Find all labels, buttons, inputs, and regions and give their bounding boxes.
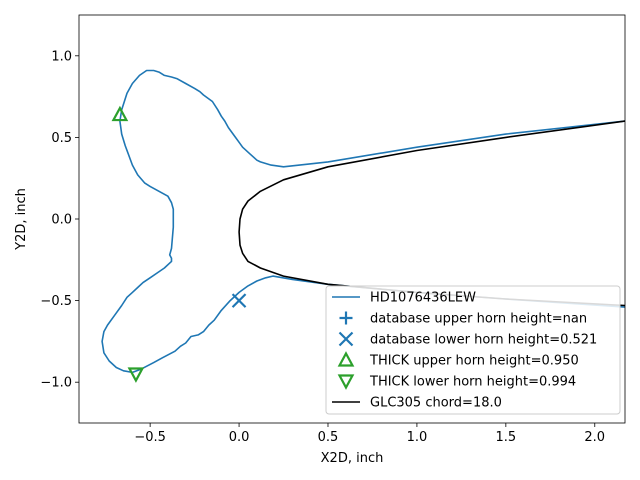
legend-label-5: GLC305 chord=18.0 xyxy=(370,396,502,411)
y-tick-label: 0.0 xyxy=(51,213,72,228)
series-line-0 xyxy=(101,69,625,374)
legend-swatch-1 xyxy=(339,311,353,325)
y-tick-label: −1.0 xyxy=(40,376,72,391)
series-marker-3-0 xyxy=(111,105,129,122)
series-layer xyxy=(101,69,625,383)
x-tick-label: 0.5 xyxy=(318,430,339,445)
x-axis: −0.5 0.0 0.5 1.0 1.5 2.0 xyxy=(134,423,605,445)
legend-label-4: THICK lower horn height=0.994 xyxy=(369,375,576,390)
legend-swatch-3 xyxy=(337,351,355,367)
legend-box xyxy=(325,285,621,415)
y-tick-label: 0.5 xyxy=(51,131,72,146)
legend-swatch-4 xyxy=(337,374,355,390)
x-tick-label: 0.0 xyxy=(229,430,250,445)
legend-label-0: HD1076436LEW xyxy=(370,291,476,306)
x-tick-label: −0.5 xyxy=(134,430,166,445)
y-axis: −1.0 −0.5 0.0 0.5 1.0 xyxy=(40,49,79,391)
y-tick-label: −0.5 xyxy=(40,294,72,309)
y-axis-label: Y2D, inch xyxy=(14,188,29,251)
legend-swatch-2 xyxy=(338,331,354,347)
legend-label-2: database lower horn height=0.521 xyxy=(370,333,597,348)
y-tick-label: 1.0 xyxy=(51,49,72,64)
legend-label-3: THICK upper horn height=0.950 xyxy=(369,354,579,369)
series-marker-4-0 xyxy=(127,367,145,383)
series-line-5 xyxy=(238,120,625,307)
x-tick-label: 1.5 xyxy=(495,430,516,445)
legend-label-1: database upper horn height=nan xyxy=(370,312,587,327)
x-axis-label: X2D, inch xyxy=(321,451,384,466)
series-marker-2-0 xyxy=(231,293,247,308)
x-tick-label: 1.0 xyxy=(407,430,428,445)
legend: HD1076436LEW database upper horn height=n… xyxy=(325,285,621,415)
x-tick-label: 2.0 xyxy=(584,430,605,445)
